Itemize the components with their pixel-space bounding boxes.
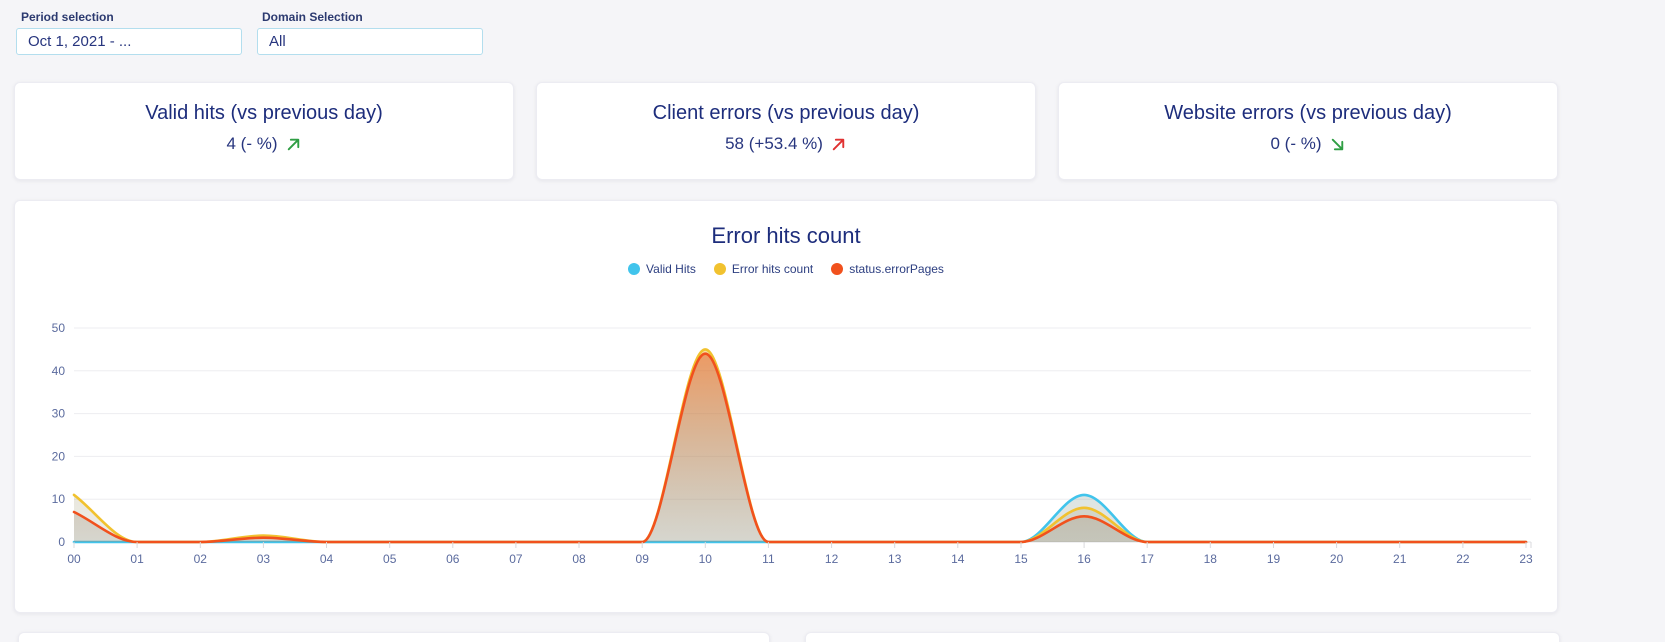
svg-text:21: 21 bbox=[1393, 552, 1407, 566]
svg-text:13: 13 bbox=[888, 552, 902, 566]
svg-text:17: 17 bbox=[1141, 552, 1155, 566]
svg-text:00: 00 bbox=[67, 552, 81, 566]
svg-text:18: 18 bbox=[1204, 552, 1218, 566]
x-axis-labels: 00 01 02 03 04 05 06 07 08 09 10 11 12 13 14 15 16 17 18 19… bbox=[67, 552, 1533, 566]
legend-label: status.errorPages bbox=[849, 262, 944, 276]
stat-card-valid-hits: Valid hits (vs previous day) 4 (- %) bbox=[14, 82, 514, 180]
trend-up-icon bbox=[285, 136, 302, 153]
svg-text:07: 07 bbox=[509, 552, 523, 566]
svg-text:02: 02 bbox=[194, 552, 208, 566]
legend-dot-icon bbox=[628, 263, 641, 275]
svg-text:23: 23 bbox=[1519, 552, 1533, 566]
series-area-1 bbox=[74, 349, 1526, 542]
svg-text:12: 12 bbox=[825, 552, 839, 566]
svg-text:10: 10 bbox=[699, 552, 713, 566]
series-area-0 bbox=[74, 494, 1526, 542]
legend-item-error-hits-count[interactable]: Error hits count bbox=[713, 262, 814, 276]
domain-filter-label: Domain Selection bbox=[262, 10, 363, 24]
domain-filter-input[interactable] bbox=[257, 28, 483, 55]
stat-card-title: Website errors (vs previous day) bbox=[1164, 102, 1452, 124]
svg-text:20: 20 bbox=[1330, 552, 1344, 566]
svg-text:03: 03 bbox=[257, 552, 271, 566]
period-filter-label: Period selection bbox=[21, 10, 114, 24]
svg-text:19: 19 bbox=[1267, 552, 1281, 566]
kpi-cards-row: Valid hits (vs previous day) 4 (- %) Cli… bbox=[14, 82, 1558, 180]
svg-text:30: 30 bbox=[52, 407, 66, 421]
stat-card-value: 0 (- %) bbox=[1270, 134, 1322, 153]
svg-text:01: 01 bbox=[130, 552, 144, 566]
stat-card-value: 58 (+53.4 %) bbox=[725, 134, 823, 153]
svg-text:14: 14 bbox=[951, 552, 965, 566]
chart-legend: Valid Hits Error hits count status.error… bbox=[15, 262, 1557, 276]
svg-text:0: 0 bbox=[58, 535, 65, 549]
svg-text:22: 22 bbox=[1456, 552, 1470, 566]
svg-text:08: 08 bbox=[572, 552, 586, 566]
error-hits-area-chart: 0 10 20 30 40 50 00 01 02 03 04 05 06 07 08 09 10 11 12 13 1… bbox=[52, 321, 1533, 566]
svg-text:06: 06 bbox=[446, 552, 460, 566]
series-area-2 bbox=[74, 353, 1526, 542]
svg-text:50: 50 bbox=[52, 321, 66, 335]
legend-label: Error hits count bbox=[731, 262, 814, 276]
legend-dot-icon bbox=[831, 263, 844, 275]
chart-title: Error hits count bbox=[711, 223, 861, 248]
legend-item-status-errorpages[interactable]: status.errorPages bbox=[831, 262, 944, 276]
series-line-0 bbox=[72, 493, 1528, 544]
legend-dot-icon bbox=[713, 263, 726, 275]
x-axis-ticks bbox=[73, 542, 1532, 548]
svg-text:05: 05 bbox=[383, 552, 397, 566]
period-filter-group: Period selection bbox=[16, 10, 242, 55]
filter-bar: Period selection Domain Selection bbox=[16, 10, 483, 55]
domain-filter-group: Domain Selection bbox=[257, 10, 483, 55]
trend-down-icon bbox=[1329, 136, 1346, 153]
error-hits-chart-card: Error hits count Valid Hits Error hits c… bbox=[14, 200, 1558, 613]
svg-text:09: 09 bbox=[636, 552, 650, 566]
stat-card-title: Client errors (vs previous day) bbox=[652, 102, 920, 124]
stat-card-value: 4 (- %) bbox=[226, 134, 278, 153]
bottom-card-right bbox=[805, 632, 1560, 642]
series-line-1 bbox=[72, 348, 1528, 544]
legend-label: Valid Hits bbox=[646, 262, 696, 276]
period-filter-input[interactable] bbox=[16, 28, 242, 55]
svg-text:20: 20 bbox=[52, 449, 66, 463]
stat-card-client-errors: Client errors (vs previous day) 58 (+53.… bbox=[536, 82, 1036, 180]
y-axis-labels: 0 10 20 30 40 50 bbox=[52, 321, 66, 549]
svg-text:11: 11 bbox=[762, 552, 775, 566]
svg-text:04: 04 bbox=[320, 552, 334, 566]
trend-up-icon bbox=[830, 136, 847, 153]
svg-text:15: 15 bbox=[1014, 552, 1028, 566]
svg-text:16: 16 bbox=[1077, 552, 1091, 566]
svg-text:40: 40 bbox=[52, 364, 66, 378]
series-line-2 bbox=[72, 352, 1528, 544]
grid-lines bbox=[74, 327, 1531, 543]
svg-text:10: 10 bbox=[52, 492, 66, 506]
stat-card-title: Valid hits (vs previous day) bbox=[145, 102, 383, 124]
bottom-card-left bbox=[18, 632, 770, 642]
stat-card-website-errors: Website errors (vs previous day) 0 (- %) bbox=[1058, 82, 1558, 180]
legend-item-valid-hits[interactable]: Valid Hits bbox=[628, 262, 696, 276]
